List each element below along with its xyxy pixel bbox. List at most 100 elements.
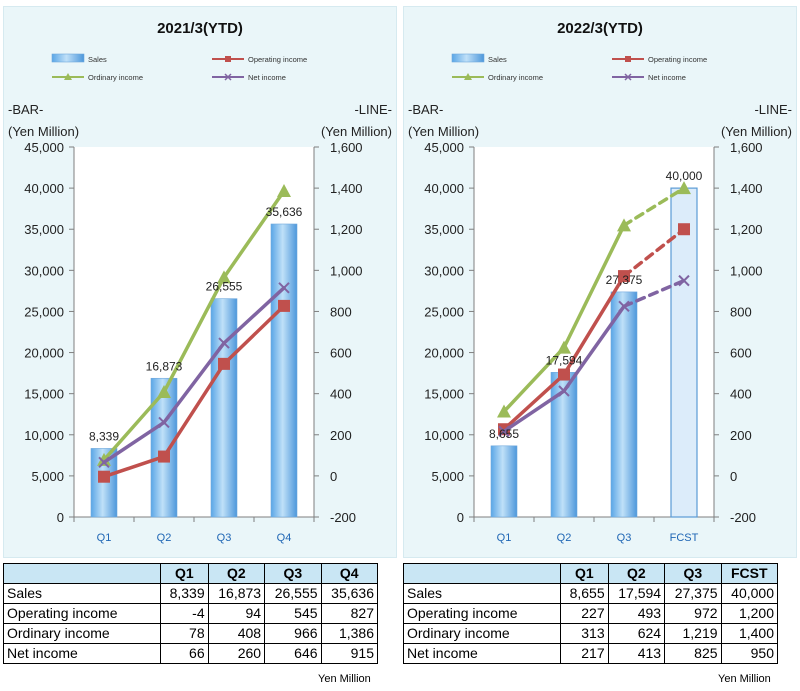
bar-value-label: 40,000 <box>666 169 703 183</box>
table-cell: 8,655 <box>560 583 609 604</box>
table-row: Sales 8,339 16,873 26,555 35,636 <box>3 583 379 604</box>
left-tick-label: 25,000 <box>24 304 64 319</box>
data-table-2021: Q1 Q2 Q3 Q4 Sales 8,339 16,873 26,555 35… <box>3 563 379 664</box>
table-cell: 1,200 <box>720 603 779 624</box>
table-row: Net income 217 413 825 950 <box>403 643 779 664</box>
row-label: Operating income <box>3 603 161 624</box>
table-row: Ordinary income 313 624 1,219 1,400 <box>403 623 779 644</box>
table-cell: 16,873 <box>207 583 266 604</box>
marker-net-income <box>158 416 170 429</box>
left-tick-label: 40,000 <box>424 181 464 196</box>
category-label: Q3 <box>617 532 632 544</box>
table-corner <box>3 563 161 584</box>
bar-value-label: 35,636 <box>266 205 303 219</box>
table-header: Q2 <box>207 563 266 584</box>
legend-marker-square <box>225 56 231 62</box>
marker-net-income <box>98 456 110 469</box>
table-cell: 35,636 <box>320 583 379 604</box>
marker-operating-income <box>558 368 570 381</box>
marker-operating-income <box>218 357 230 370</box>
sales-bar <box>490 445 518 518</box>
table-unit-note: Yen Million <box>318 673 371 685</box>
category-label: Q1 <box>497 532 512 544</box>
left-tick-label: 45,000 <box>24 140 64 155</box>
table-header: Q1 <box>160 563 209 584</box>
table-header: Q4 <box>320 563 379 584</box>
table-cell: 27,375 <box>664 583 722 604</box>
right-tick-label: 1,400 <box>730 181 763 196</box>
marker-ordinary-income <box>97 452 111 466</box>
left-tick-label: 15,000 <box>424 387 464 402</box>
table-cell: 1,400 <box>720 623 779 644</box>
chart-2022: 2022/3(YTD) Sales Operating income Ordinary… <box>408 20 792 544</box>
bar-value-label: 26,555 <box>206 280 243 294</box>
legend-marker-triangle <box>464 73 472 80</box>
row-label: Ordinary income <box>3 623 161 644</box>
left-tick-label: 5,000 <box>431 469 464 484</box>
data-table-2022: Q1 Q2 Q3 FCST Sales 8,655 17,594 27,375 … <box>403 563 779 664</box>
table-cell: 408 <box>207 623 266 644</box>
table-cell: 624 <box>607 623 666 644</box>
table-cell: 413 <box>607 643 666 664</box>
table-header: Q3 <box>264 563 322 584</box>
bar-value-label: 17,594 <box>546 353 583 367</box>
table-cell: 40,000 <box>720 583 779 604</box>
right-tick-label: 600 <box>730 346 752 361</box>
marker-net-income <box>498 425 510 437</box>
sales-bar <box>150 377 178 518</box>
marker-net-income <box>678 274 690 287</box>
bar-value-label: 8,655 <box>489 427 519 441</box>
series-segment <box>562 223 626 350</box>
series-segment <box>502 345 566 414</box>
marker-net-income <box>278 282 290 294</box>
table-cell: 260 <box>207 643 266 664</box>
table-cell: 972 <box>664 603 722 624</box>
left-tick-label: 15,000 <box>24 387 64 402</box>
bar-value-label: 27,375 <box>606 273 643 287</box>
marker-operating-income <box>618 270 630 283</box>
table-row: Net income 66 260 646 915 <box>3 643 379 664</box>
marker-operating-income <box>158 450 170 463</box>
marker-ordinary-income <box>217 270 231 284</box>
series-segment <box>102 390 166 462</box>
table-header-row: Q1 Q2 Q3 Q4 <box>3 563 379 584</box>
legend-marker-x <box>224 73 232 81</box>
table-cell: 966 <box>264 623 322 644</box>
category-label: Q2 <box>157 532 172 544</box>
right-tick-label: 1,600 <box>730 140 763 155</box>
series-segment <box>562 274 626 377</box>
series-segment <box>162 275 226 394</box>
table-cell: 17,594 <box>607 583 666 604</box>
chart-title: 2021/3(YTD) <box>157 20 243 37</box>
table-cell: 950 <box>720 643 779 664</box>
table-row: Operating income 227 493 972 1,200 <box>403 603 779 624</box>
series-segment <box>562 304 626 393</box>
row-label: Net income <box>3 643 161 664</box>
table-cell: 646 <box>264 643 322 664</box>
category-label: Q4 <box>277 532 292 544</box>
left-axis-title: -BAR- <box>8 102 43 117</box>
marker-net-income <box>218 337 230 349</box>
legend-label: Net income <box>248 73 286 82</box>
left-axis-title: -BAR- <box>408 102 443 117</box>
table-header: FCST <box>720 563 779 584</box>
right-axis-unit: (Yen Million) <box>321 124 392 139</box>
left-tick-label: 5,000 <box>31 469 64 484</box>
table-header-row: Q1 Q2 Q3 FCST <box>403 563 779 584</box>
marker-operating-income <box>678 223 690 236</box>
sales-bar <box>550 372 578 518</box>
category-label: Q2 <box>557 532 572 544</box>
left-tick-label: 20,000 <box>424 346 464 361</box>
series-segment <box>222 286 286 345</box>
marker-ordinary-income <box>157 385 171 399</box>
legend-swatch-sales <box>51 53 85 63</box>
table-unit-note: Yen Million <box>718 673 771 685</box>
row-label: Sales <box>3 583 161 604</box>
right-tick-label: 400 <box>330 387 352 402</box>
table-cell: 827 <box>320 603 379 624</box>
left-tick-label: 25,000 <box>424 304 464 319</box>
left-axis-unit: (Yen Million) <box>408 124 479 139</box>
table-cell: 825 <box>664 643 722 664</box>
marker-operating-income <box>278 299 290 312</box>
left-tick-label: 20,000 <box>24 346 64 361</box>
